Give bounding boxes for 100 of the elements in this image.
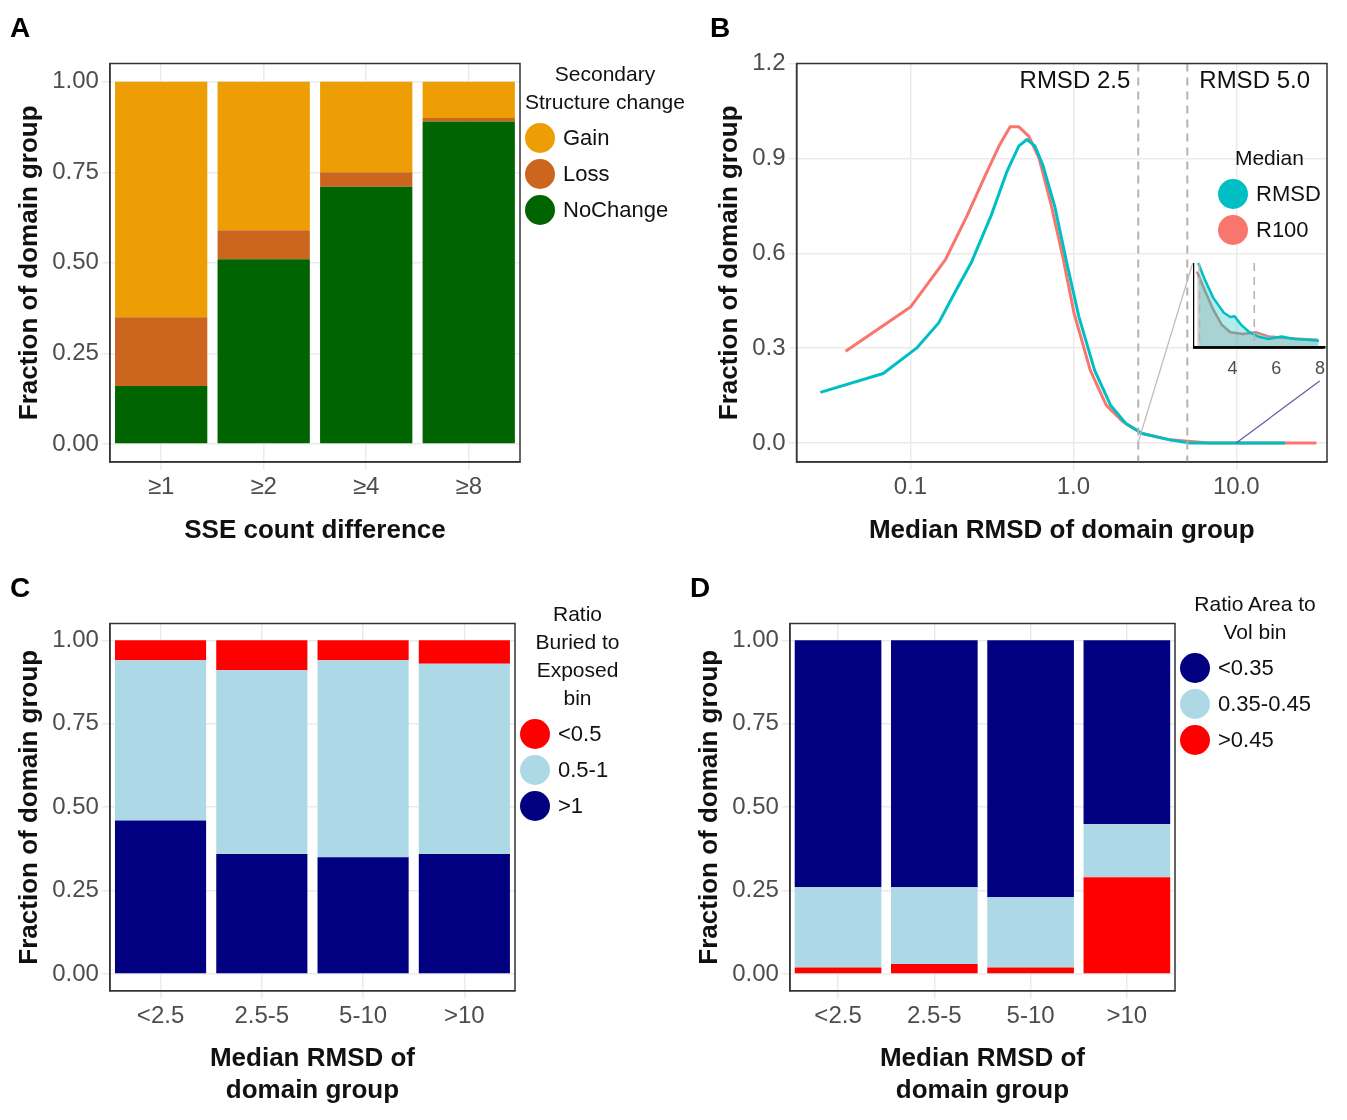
bar: [114, 660, 207, 821]
x-tick-label: 10.0: [1212, 472, 1260, 500]
legend-label: Loss: [563, 161, 610, 187]
x-tick-label: ≥8: [455, 472, 482, 500]
y-tick-label: 0.75: [732, 708, 779, 736]
bar: [891, 964, 978, 974]
x-tick-label: ≥1: [147, 472, 175, 500]
x-tick-label: 5-10: [1006, 1000, 1055, 1028]
legend-label: <0.5: [558, 721, 602, 747]
legend-label: Gain: [563, 125, 610, 151]
y-tick-label: 1.00: [52, 66, 99, 94]
y-tick-label: 0.25: [52, 875, 99, 903]
x-tick-label: 0.1: [893, 472, 928, 500]
legend-title: Median: [1233, 144, 1305, 171]
y-tick-label: 0.00: [52, 428, 99, 456]
bar: [320, 81, 413, 173]
y-tick-label: 0.75: [52, 708, 99, 736]
y-tick-label: 1.2: [752, 48, 786, 76]
bar: [987, 640, 1074, 898]
legend-title: Ratio Area to Vol bin: [1193, 591, 1317, 645]
bar: [217, 230, 310, 260]
bar: [891, 887, 978, 965]
y-tick-label: 0.9: [752, 143, 786, 171]
x-tick-label: ≥4: [352, 472, 380, 500]
bar: [418, 663, 510, 854]
bar: [115, 81, 208, 318]
chart-title: D: [690, 571, 711, 603]
x-tick-label: >10: [1106, 1000, 1148, 1028]
y-tick-label: 0.00: [52, 958, 99, 986]
bar: [216, 670, 308, 854]
legend-label: RMSD: [1256, 180, 1321, 207]
y-tick-label: 0.50: [52, 247, 99, 275]
bar: [418, 640, 510, 664]
y-axis-title: Fraction of domain group: [692, 649, 723, 965]
y-tick-label: 0.3: [752, 332, 786, 360]
x-tick-label: 5-10: [339, 1000, 388, 1028]
bar: [317, 640, 409, 661]
y-tick-label: 0.50: [52, 791, 99, 819]
bar: [115, 317, 208, 386]
y-tick-label: 1.00: [52, 624, 99, 652]
y-tick-label: 0.25: [52, 337, 99, 365]
x-axis-title: Median RMSD of domain group: [868, 513, 1255, 544]
legend-label: 0.5-1: [558, 757, 609, 783]
bar: [422, 121, 515, 444]
legend-title: Secondary Structure change: [525, 61, 685, 115]
bar: [987, 967, 1074, 974]
y-tick-label: 0.50: [732, 791, 779, 819]
bar: [794, 640, 882, 888]
legend-label: R100: [1256, 216, 1309, 243]
bar: [418, 853, 510, 974]
x-tick-label: ≥2: [250, 472, 277, 500]
y-tick-label: 0.0: [752, 427, 786, 455]
x-tick-label: 2.5-5: [906, 1000, 962, 1028]
y-tick-label: 1.00: [732, 624, 779, 652]
bar: [987, 897, 1074, 968]
y-tick-label: 0.25: [732, 875, 779, 903]
y-tick-label: 0.00: [732, 958, 779, 986]
bar: [115, 385, 208, 444]
bar: [891, 640, 978, 888]
x-tick-label: 6: [1271, 358, 1282, 379]
bar: [216, 640, 308, 671]
y-axis-title: Fraction of domain group: [712, 105, 743, 421]
x-tick-label: 8: [1314, 358, 1325, 379]
bar: [114, 820, 207, 974]
chart-title: A: [10, 11, 31, 43]
y-axis-title: Fraction of domain group: [12, 105, 43, 421]
bar: [320, 186, 413, 444]
chart-title: B: [710, 11, 731, 43]
bar: [1083, 823, 1171, 878]
bar: [216, 853, 308, 974]
x-axis-title: Median RMSD of domain group: [879, 1042, 1086, 1104]
y-tick-label: 0.6: [752, 237, 786, 265]
legend-label: NoChange: [563, 197, 669, 223]
y-tick-label: 0.75: [52, 156, 99, 184]
x-tick-label: <2.5: [136, 1000, 185, 1028]
bar: [317, 857, 409, 974]
bar: [217, 259, 310, 444]
bar: [320, 172, 413, 187]
bar: [317, 660, 409, 858]
legend-label: 0.35-0.45: [1218, 691, 1311, 717]
chart-title: C: [10, 571, 31, 603]
bar: [794, 967, 882, 974]
ref-line-label: RMSD 2.5: [1019, 66, 1131, 94]
bar: [217, 81, 310, 231]
x-tick-label: 2.5-5: [234, 1000, 290, 1028]
legend-label: <0.35: [1218, 655, 1274, 681]
ref-line-label: RMSD 5.0: [1199, 66, 1310, 94]
x-tick-label: 1.0: [1056, 472, 1091, 500]
bar: [114, 640, 207, 661]
x-tick-label: <2.5: [814, 1000, 862, 1028]
legend-label: >1: [558, 793, 584, 819]
bar: [422, 81, 515, 118]
legend-label: >0.45: [1218, 727, 1274, 753]
legend-title: Ratio Buried to Exposed bin: [534, 601, 621, 711]
y-axis-title: Fraction of domain group: [12, 649, 43, 965]
x-tick-label: >10: [444, 1000, 485, 1028]
bar: [794, 887, 882, 968]
x-axis-title: Median RMSD of domain group: [209, 1042, 416, 1104]
bar: [1083, 640, 1171, 824]
x-axis-title: SSE count difference: [184, 513, 446, 544]
